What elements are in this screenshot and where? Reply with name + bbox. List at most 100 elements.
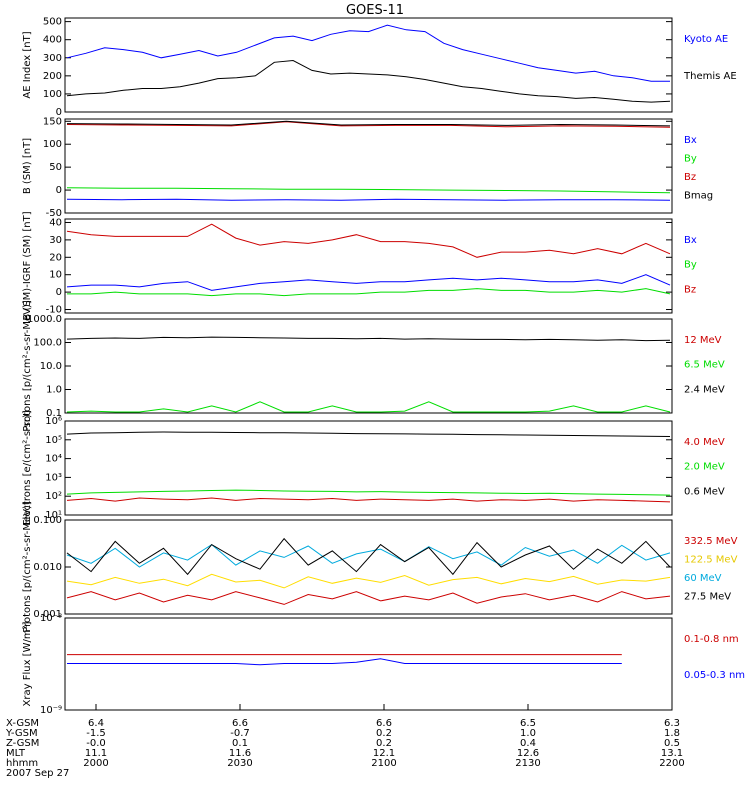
- x-row-value: 0.2: [376, 738, 392, 749]
- y-tick-label: 10⁶: [45, 416, 62, 427]
- panel-frame: [64, 17, 673, 113]
- y-axis-label: Protons [p/(cm²-s-sr-MeV)]: [22, 300, 33, 432]
- y-tick-label: 100: [43, 89, 62, 100]
- x-row-value: 1.8: [664, 728, 680, 739]
- series-line: [66, 431, 671, 437]
- x-row-label: X-GSM: [6, 718, 39, 729]
- x-axis-table: X-GSM 6.4 6.6 6.6 6.5 6.3 Y-GSM -1.5 -0.7 0.2 1.0 1…: [5, 704, 685, 779]
- x-row-value: 12.6: [517, 748, 539, 759]
- legend-entry: 12 MeV: [684, 335, 722, 346]
- y-tick-label: 40: [49, 217, 62, 228]
- y-tick-label: 400: [43, 35, 62, 46]
- x-row-value: 0.1: [232, 738, 248, 749]
- legend-entry: 122.5 MeV: [684, 555, 738, 566]
- x-row-value: 11.6: [229, 748, 251, 759]
- y-tick-label: 20: [49, 252, 62, 263]
- legend-entry: Kyoto AE: [684, 34, 728, 45]
- y-tick-label: 0: [56, 185, 62, 196]
- legend-entry: 60 MeV: [684, 573, 722, 584]
- y-axis-label: Xray Flux [W/m²]: [22, 621, 33, 706]
- y-tick-label: -10: [46, 305, 62, 316]
- y-axis-label: Protons [p/(cm²-s-sr-MeV)]: [22, 501, 33, 633]
- series-line: [67, 288, 671, 297]
- series-line: [66, 274, 671, 291]
- legend-entry: Bmag: [684, 191, 713, 202]
- series-line: [66, 401, 671, 413]
- legend-entry: 0.05-0.3 nm: [684, 670, 745, 681]
- x-row-value: -0.0: [86, 738, 106, 749]
- y-tick-label: 10⁵: [45, 435, 62, 446]
- y-tick-label: 0.100: [33, 515, 62, 526]
- x-row-value: 2000: [83, 758, 108, 769]
- y-tick-label: 0.1: [46, 408, 62, 419]
- y-tick-label: 200: [43, 71, 62, 82]
- x-row-label: Y-GSM: [5, 728, 38, 739]
- series-line: [66, 537, 671, 576]
- legend-entry: 0.6 MeV: [684, 486, 725, 497]
- y-tick-label: 10²: [45, 491, 62, 502]
- x-row-value: 6.6: [376, 718, 392, 729]
- date-label: 2007 Sep 27: [6, 768, 69, 779]
- y-tick-label: 0.001: [33, 609, 62, 620]
- panel-2: -50 0 50 100 150 B (SM) [nT] Bx By Bz Bmag: [22, 116, 713, 219]
- legend-entry: By: [684, 260, 697, 271]
- legend-entry: Bx: [684, 135, 697, 146]
- series-line: [66, 198, 671, 201]
- y-tick-label: 50: [49, 162, 62, 173]
- series-line: [66, 223, 671, 258]
- y-tick-label: 10¹: [45, 510, 62, 521]
- legend-entry: Bz: [684, 284, 696, 295]
- y-tick-label: 150: [43, 116, 62, 127]
- x-row-label: Z-GSM: [6, 738, 39, 749]
- series-line: [66, 573, 671, 589]
- x-row-value: 6.6: [232, 718, 248, 729]
- series-line: [66, 543, 671, 568]
- y-axis-label: Electrons [e/(cm²-s-sr)]: [22, 410, 33, 526]
- x-row-value: 1.0: [520, 728, 536, 739]
- y-axis-label: B (SM)-IGRF (SM) [nT]: [22, 211, 33, 320]
- series-line: [66, 591, 671, 605]
- x-row-value: 0.4: [520, 738, 536, 749]
- y-tick-label: 10.0: [40, 361, 62, 372]
- panel-7: 10⁻⁹ 10⁻⁸ Xray Flux [W/m²] 0.1-0.8 nm 0.05-0…: [22, 613, 745, 716]
- y-tick-label: 10⁻⁹: [40, 705, 62, 716]
- legend-entry: 4.0 MeV: [684, 437, 725, 448]
- x-row-label: MLT: [6, 748, 26, 759]
- y-tick-label: 10: [49, 270, 62, 281]
- y-tick-label: -50: [46, 208, 62, 219]
- y-tick-label: 0: [56, 107, 62, 118]
- x-row-value: 2130: [515, 758, 540, 769]
- legend-entry: Bz: [684, 172, 696, 183]
- x-row-value: 11.1: [85, 748, 107, 759]
- legend-entry: 6.5 MeV: [684, 360, 725, 371]
- y-tick-label: 300: [43, 53, 62, 64]
- legend-entry: 0.1-0.8 nm: [684, 634, 739, 645]
- y-tick-label: 1000.0: [27, 314, 62, 325]
- panel-frame: [64, 519, 673, 615]
- x-row-label: hhmm: [6, 758, 38, 769]
- legend-entry: 27.5 MeV: [684, 592, 731, 603]
- x-row-value: 6.5: [520, 718, 536, 729]
- x-row-value: 6.3: [664, 718, 680, 729]
- series-line: [66, 121, 671, 128]
- legend-entry: By: [684, 154, 697, 165]
- series-line: [66, 489, 671, 496]
- legend-entry: Themis AE: [683, 71, 737, 82]
- series-line: [67, 659, 670, 665]
- x-row-value: 2030: [227, 758, 252, 769]
- series-line: [66, 120, 671, 127]
- y-tick-label: 10⁴: [45, 454, 62, 465]
- series-line: [66, 24, 670, 82]
- x-row-value: -1.5: [86, 728, 106, 739]
- x-row-value: 12.1: [373, 748, 395, 759]
- y-tick-label: 500: [43, 17, 62, 28]
- y-tick-label: 10⁻⁸: [40, 613, 62, 624]
- y-tick-label: 100.0: [33, 338, 62, 349]
- x-row-value: 2100: [371, 758, 396, 769]
- panel-frame: [64, 118, 673, 214]
- x-row-value: -0.7: [230, 728, 250, 739]
- legend-entry: 2.0 MeV: [684, 462, 725, 473]
- series-line: [66, 187, 671, 194]
